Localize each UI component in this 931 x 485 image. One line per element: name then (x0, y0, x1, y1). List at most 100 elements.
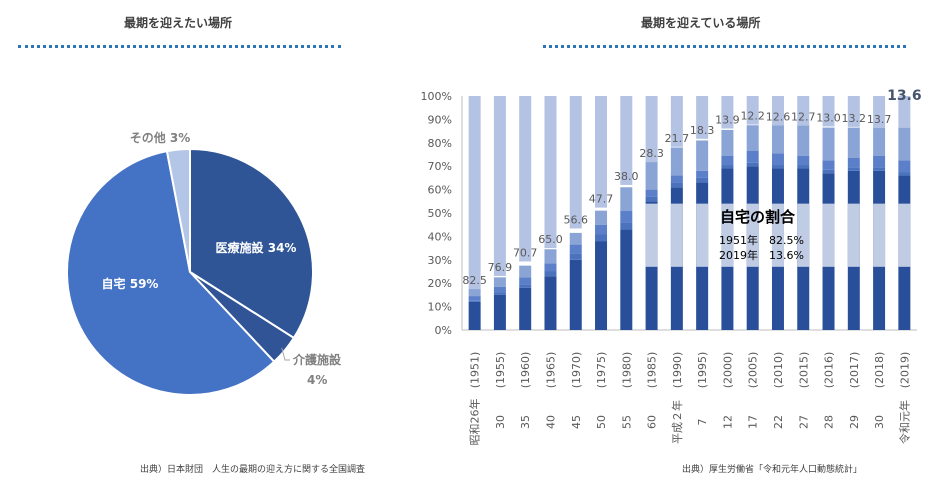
bar-seg-clinic (771, 165, 784, 169)
bar-seg-home (493, 96, 506, 276)
bar-seg-care (595, 224, 608, 235)
pie-label-care: 介護施設 (292, 352, 342, 367)
bar-seg-other (771, 125, 784, 154)
x-tick-year: (1965) (544, 352, 557, 389)
y-tick-label: 40% (428, 230, 452, 243)
bar-seg-band (746, 203, 759, 267)
bar-seg-care (645, 189, 658, 197)
bar-seg-other (696, 140, 709, 171)
bar-value-label: 18.3 (690, 124, 715, 137)
bar-value-label: 65.0 (538, 233, 563, 246)
bar-seg-care (721, 155, 734, 166)
left-chart-title: 最期を迎えたい場所 (124, 16, 233, 30)
x-tick-year: (1975) (595, 352, 608, 389)
x-tick-label-group: (1995) 7 (696, 352, 709, 426)
x-tick-era: 17 (747, 415, 760, 429)
bar-seg-other (873, 127, 886, 156)
bar-seg-care (493, 286, 506, 293)
bar-seg-band (696, 203, 709, 267)
bar-value-label: 82.5 (462, 274, 487, 287)
x-tick-year: (2005) (747, 352, 760, 389)
x-tick-year: (2017) (848, 352, 861, 389)
x-tick-label-group: (1975) 50 (595, 352, 608, 429)
pie-label-medical: 医療施設 34% (216, 240, 297, 255)
bar-seg-clinic (519, 284, 532, 288)
bar-seg-home (797, 96, 810, 126)
bar-seg-home (746, 96, 759, 125)
bar-seg-band (898, 203, 911, 267)
x-tick-era: 29 (848, 415, 861, 429)
bar-seg-home (898, 96, 911, 128)
bar-seg-other (822, 127, 835, 161)
y-tick-label: 60% (428, 184, 452, 197)
x-tick-label-group: (2010) 22 (772, 352, 785, 429)
x-tick-label-group: (1980) 55 (620, 352, 633, 429)
right-title-divider (543, 45, 906, 48)
bar-seg-clinic (822, 169, 835, 174)
bar-seg-band (771, 203, 784, 267)
pie-slice-2 (66, 150, 276, 396)
bar-seg-clinic (620, 222, 633, 230)
pie-label-other: その他 3% (130, 130, 191, 145)
bar-seg-care (569, 244, 582, 254)
bar-seg-medical (519, 287, 532, 330)
bar-seg-other (670, 147, 683, 176)
bar-value-label: 76.9 (488, 261, 513, 274)
bar-seg-other (544, 249, 557, 264)
bar-value-label: 12.2 (740, 110, 765, 123)
x-tick-year: (1951) (469, 352, 482, 389)
bar-seg-band (873, 203, 886, 267)
right-source-note: 出典）厚生労働省「令和元年人口動態統計」 (682, 465, 863, 475)
x-tick-year: (2015) (797, 352, 810, 389)
x-tick-era: 40 (544, 415, 557, 429)
bar-seg-band (847, 203, 860, 267)
bar-seg-other (847, 127, 860, 159)
y-tick-label: 90% (428, 113, 452, 126)
bar-seg-other (746, 125, 759, 151)
x-tick-era: 12 (721, 415, 734, 429)
bar-value-label: 47.7 (589, 193, 614, 206)
bar-seg-home (822, 96, 835, 127)
x-tick-label-group: (1951) 昭和26年 (468, 352, 482, 446)
x-tick-label-group: (1985) 60 (646, 352, 659, 429)
bar-seg-medical (569, 259, 582, 330)
x-tick-label-group: (2018) 30 (873, 352, 886, 429)
x-tick-label-group: (1990) 平成２年 (670, 352, 684, 444)
x-tick-year: (1995) (696, 352, 709, 389)
bar-seg-care (519, 277, 532, 285)
bar-seg-care (797, 155, 810, 166)
bar-seg-clinic (569, 253, 582, 260)
bar-seg-home (569, 96, 582, 229)
x-tick-year: (1980) (620, 352, 633, 389)
bar-seg-care (468, 296, 481, 301)
x-tick-year: (2018) (873, 352, 886, 389)
bar-value-label: 13.9 (715, 114, 740, 127)
x-tick-year: (2010) (772, 352, 785, 389)
bar-seg-band (797, 203, 810, 267)
x-tick-era: 35 (519, 415, 532, 429)
bar-seg-other (721, 129, 734, 156)
bar-seg-clinic (670, 182, 683, 188)
bar-seg-other (620, 187, 633, 211)
bar-value-label: 12.7 (791, 111, 816, 124)
bar-value-label: 13.6 (887, 88, 922, 104)
x-tick-year: (1985) (646, 352, 659, 389)
bar-seg-other (645, 161, 658, 190)
x-tick-era: 27 (797, 415, 810, 429)
y-tick-label: 0% (435, 324, 452, 337)
bar-seg-home (468, 96, 481, 290)
bar-seg-band (822, 203, 835, 267)
bar-value-label: 28.3 (639, 147, 664, 160)
x-tick-label-group: (1955) 30 (494, 352, 507, 429)
x-tick-era: 30 (494, 415, 507, 429)
bar-seg-home (696, 96, 709, 139)
x-tick-label-group: (2017) 29 (848, 352, 861, 429)
bar-seg-other (569, 232, 582, 245)
y-tick-label: 10% (428, 301, 452, 314)
bar-value-label: 13.2 (842, 112, 867, 125)
bar-value-label: 70.7 (513, 246, 538, 259)
bar-seg-clinic (493, 292, 506, 295)
pie-label-care-pct: 4% (307, 373, 327, 387)
bar-seg-other (898, 127, 911, 161)
